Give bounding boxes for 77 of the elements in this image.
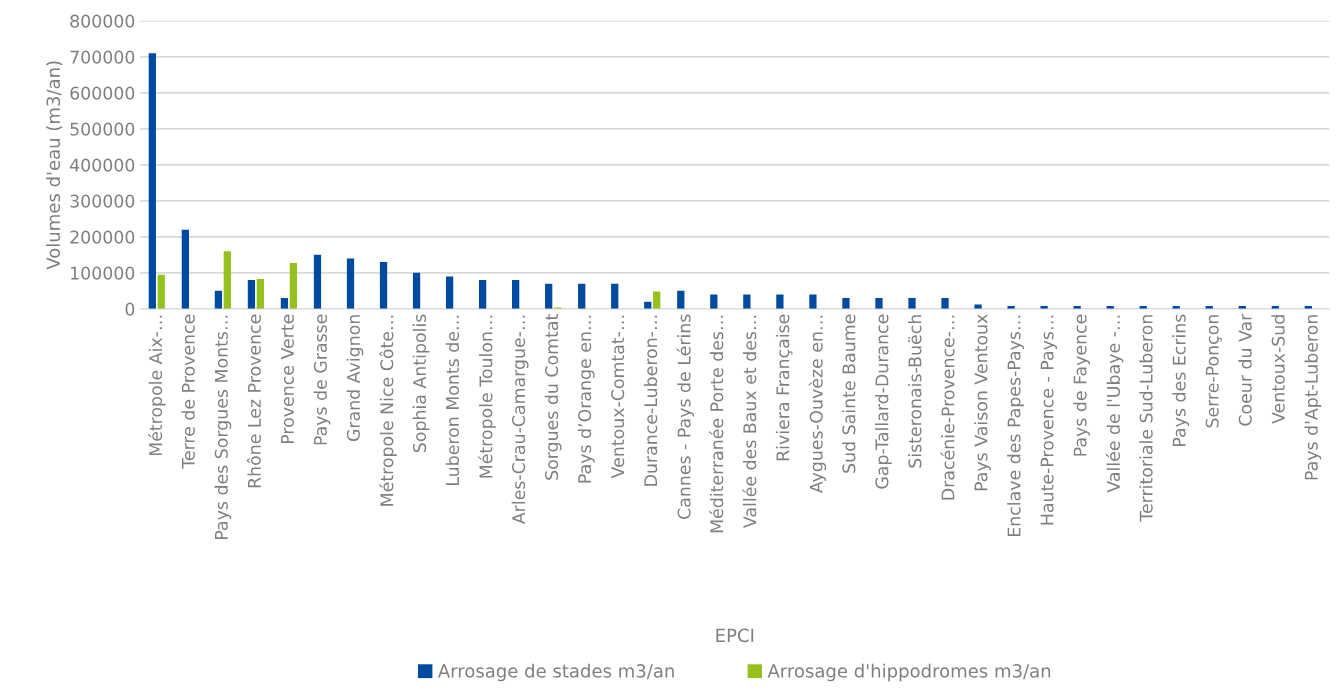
y-tick-label: 0 (125, 302, 135, 316)
y-tick-label: 300000 (70, 194, 135, 208)
bar (223, 251, 231, 309)
x-tick-label: Pays de Fayence (1073, 314, 1090, 456)
y-tick-label: 600000 (70, 86, 135, 100)
y-tick-label: 200000 (70, 230, 135, 244)
x-tick-label: Pays des Ecrins (1172, 314, 1190, 446)
x-tick-label: Durance-Luberon-… (643, 315, 658, 486)
bar (289, 263, 297, 309)
x-tick-label: Grand Avignon (346, 315, 364, 442)
bar (842, 298, 850, 309)
x-tick-label: Sorgues du Comtat (544, 314, 562, 480)
x-tick-label: Métropole Toulon… (478, 315, 496, 478)
x-tick-label: Métropole Nice Côte… (379, 315, 397, 506)
bar (346, 258, 355, 309)
y-tick-label: 100000 (71, 266, 135, 280)
x-tick-label: Cannes - Pays de Lérins (676, 314, 695, 519)
bar (313, 254, 322, 309)
bar (611, 283, 619, 309)
bar (478, 280, 487, 309)
x-tick-label: Sud Sainte Baume (842, 314, 856, 473)
x-tick-label: Provence Verte (281, 314, 294, 444)
bar (148, 53, 156, 309)
legend-label: Arrosage d'hippodromes m3/an (767, 663, 1051, 682)
x-tick-label: Aygues-Ouvèze en… (808, 315, 827, 494)
x-tick-label: Haute-Provence - Pays… (1040, 315, 1057, 525)
y-tick-label: 400000 (69, 158, 135, 172)
bar (941, 298, 949, 309)
x-tick-label: Coeur du Var (1238, 313, 1252, 426)
x-tick-label: Pays d'Apt-Luberon (1304, 315, 1322, 480)
x-tick-label: Arles-Crau-Camargue-… (511, 315, 529, 525)
bar (710, 294, 718, 309)
x-tick-label: Territoriale Sud-Luberon (1139, 315, 1153, 522)
bar (157, 274, 165, 309)
y-tick-label: 700000 (70, 50, 135, 64)
x-tick-label: Dracénie-Provence-… (940, 315, 955, 500)
y-axis-title: Volumes d'eau (m3/an) (46, 61, 63, 270)
x-tick-label: Luberon Monts de… (445, 315, 460, 485)
x-tick-label: Sisteronais-Buëch (908, 315, 922, 468)
bar (743, 294, 751, 309)
x-tick-label: Sophia Antipolis (412, 314, 430, 453)
y-tick-label: 800000 (70, 14, 135, 28)
x-tick-label: Vallée de l'Ubaye -… (1105, 315, 1124, 493)
x-axis-title: EPCI (716, 628, 754, 643)
x-tick-label: Gap-Tallard-Durance (875, 314, 892, 489)
x-tick-label: Rhône Lez Provence (246, 314, 261, 488)
x-tick-label: Ventoux-Comtat-… (611, 315, 625, 479)
x-tick-label: Pays de Grasse (313, 314, 331, 445)
bar (412, 272, 421, 309)
x-tick-label: Ventoux-Sud (1271, 315, 1285, 424)
x-tick-label: Pays Vaison Ventoux (974, 314, 991, 491)
x-tick-label: Pays d’Orange en… (577, 315, 595, 483)
legend-label: Arrosage de stades m3/an (437, 663, 674, 682)
x-tick-label: Méditerranée Porte des… (709, 315, 724, 533)
bar (578, 283, 586, 309)
bar (512, 280, 520, 309)
bar (445, 276, 454, 309)
bar (256, 278, 264, 309)
bar (214, 290, 223, 309)
x-tick-label: Vallée des Baux et des… (742, 315, 757, 528)
x-tick-label: Serre-Ponçon (1205, 315, 1222, 428)
bar (908, 298, 916, 309)
x-tick-label: Enclave des Papes-Pays… (1007, 315, 1024, 537)
bar (280, 298, 289, 309)
x-tick-label: Riviera Française (775, 314, 793, 461)
y-tick-label: 500000 (70, 122, 135, 136)
bar (379, 262, 388, 309)
bar (247, 280, 256, 309)
bar (809, 294, 817, 309)
bar (875, 298, 883, 309)
bar (181, 229, 189, 309)
bar (776, 294, 784, 309)
x-tick-label: Terre de Provence (181, 314, 195, 469)
bar (677, 290, 685, 309)
x-tick-label: Métropole Aix-… (148, 315, 166, 456)
bar (545, 283, 553, 309)
x-tick-label: Pays des Sorgues Monts… (214, 315, 232, 539)
